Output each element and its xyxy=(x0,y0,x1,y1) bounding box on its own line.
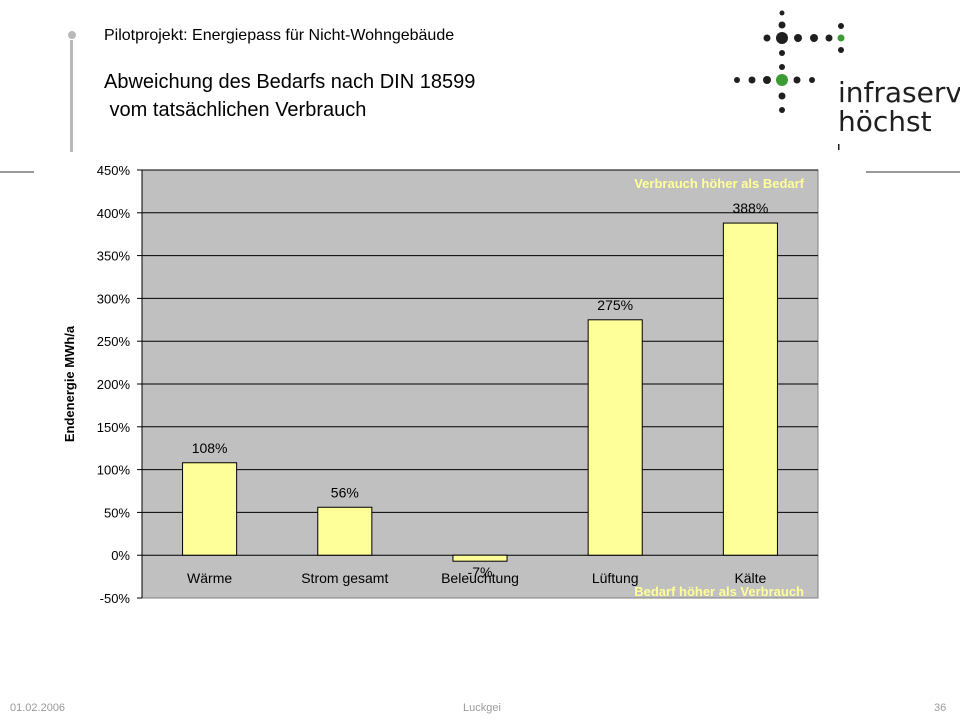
annotation-consumption-higher: Verbrauch höher als Bedarf xyxy=(634,176,804,191)
data-label: -7% xyxy=(468,564,493,580)
header-vertical-rule xyxy=(70,40,73,152)
logo-tick xyxy=(838,144,840,150)
x-category-label: Strom gesamt xyxy=(301,570,388,586)
horizontal-rule-right xyxy=(866,171,960,173)
bar xyxy=(317,506,373,556)
data-label: 56% xyxy=(331,484,359,500)
y-tick-label: 450% xyxy=(97,163,131,178)
y-tick-label: 250% xyxy=(97,334,131,349)
y-tick-label: 300% xyxy=(97,291,131,306)
logo-accent-dot-center xyxy=(776,74,788,86)
y-tick-label: 400% xyxy=(97,206,131,221)
annotation-demand-higher: Bedarf höher als Verbrauch xyxy=(634,584,804,599)
logo-word-hoechst: höchst xyxy=(838,105,932,138)
x-category-label: Beleuchtung xyxy=(441,570,519,586)
bar-chart: -50% 0% 50% 100% 150% 200% 250% 300% 350% 400% 450… xyxy=(34,154,832,608)
footer-date: 01.02.2006 xyxy=(10,702,66,714)
footer-page-number: 36 xyxy=(934,702,947,714)
y-tick-label: 100% xyxy=(97,463,131,478)
logo-accent-dot-top xyxy=(837,34,845,42)
infraserv-logo: infraserv höchst xyxy=(734,10,960,150)
x-category-label: Kälte xyxy=(734,570,766,586)
data-label: 388% xyxy=(732,200,768,216)
y-tick-label: 150% xyxy=(97,420,131,435)
slide-title-line-1: Abweichung des Bedarfs nach DIN 18599 xyxy=(104,71,476,93)
x-category-label: Wärme xyxy=(187,570,232,586)
y-tick-label: 50% xyxy=(104,505,130,520)
y-axis-label: Endenergie MWh/a xyxy=(62,325,77,442)
y-tick-label: 0% xyxy=(111,548,130,563)
horizontal-rule-left xyxy=(0,171,36,173)
logo-word-infraserv: infraserv xyxy=(838,76,960,109)
logo-dot-pattern xyxy=(734,10,844,113)
bar xyxy=(722,222,778,556)
bar xyxy=(182,462,238,556)
y-tick-label: -50% xyxy=(100,591,131,606)
bar xyxy=(452,554,508,562)
bar xyxy=(587,319,643,556)
data-label: 275% xyxy=(597,297,633,313)
slide-title: Abweichung des Bedarfs nach DIN 18599 vo… xyxy=(104,68,475,124)
header-bullet-dot xyxy=(68,31,76,39)
data-label: 108% xyxy=(192,440,228,456)
footer-author: Luckgei xyxy=(463,702,501,714)
y-tick-label: 200% xyxy=(97,377,131,392)
x-category-label: Lüftung xyxy=(592,570,639,586)
project-title: Pilotprojekt: Energiepass für Nicht-Wohn… xyxy=(104,27,455,44)
slide-title-line-2: vom tatsächlichen Verbrauch xyxy=(104,99,367,121)
y-tick-label: 350% xyxy=(97,249,131,264)
